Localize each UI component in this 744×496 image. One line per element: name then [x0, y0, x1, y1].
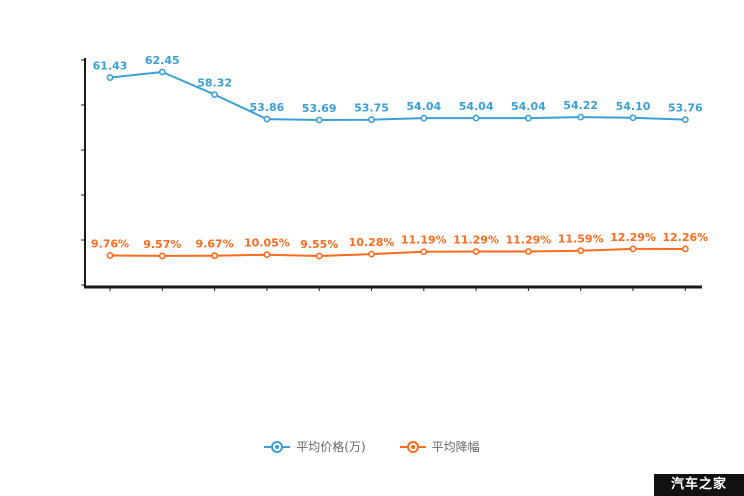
data-label: 61.43	[93, 60, 128, 73]
data-label: 54.22	[563, 99, 598, 112]
legend-label-avg-price: 平均价格(万)	[296, 440, 366, 454]
data-point[interactable]	[629, 245, 637, 253]
chart-legend: 平均价格(万) 平均降幅	[0, 438, 744, 455]
data-label: 9.57%	[143, 238, 181, 251]
data-point[interactable]	[577, 113, 585, 121]
data-point[interactable]	[211, 252, 218, 260]
autohome-watermark-logo: 汽车之家	[654, 474, 744, 496]
legend-item-avg-price[interactable]: 平均价格(万)	[264, 438, 366, 455]
data-point[interactable]	[368, 116, 375, 124]
data-label: 54.04	[511, 100, 546, 113]
data-point[interactable]	[681, 116, 689, 124]
legend-item-avg-discount[interactable]: 平均降幅	[399, 438, 480, 455]
legend-label-avg-discount: 平均降幅	[431, 440, 480, 454]
data-point[interactable]	[106, 252, 114, 259]
data-point[interactable]	[472, 248, 480, 255]
data-point[interactable]	[472, 114, 480, 122]
data-point[interactable]	[420, 248, 428, 256]
series-line-1	[109, 247, 686, 257]
data-label: 53.69	[302, 102, 337, 115]
data-point[interactable]	[158, 252, 166, 260]
data-label: 54.04	[459, 100, 494, 113]
data-label: 58.32	[197, 77, 232, 90]
data-label: 11.29%	[453, 233, 499, 246]
data-label: 11.29%	[505, 233, 551, 246]
data-point[interactable]	[525, 114, 532, 122]
series-line-0	[109, 71, 686, 121]
data-point[interactable]	[106, 74, 114, 81]
data-label: 54.04	[406, 100, 441, 113]
data-label: 9.67%	[196, 238, 234, 251]
data-label: 54.10	[616, 100, 651, 113]
data-label: 11.19%	[401, 234, 447, 247]
data-label: 62.45	[145, 54, 180, 67]
data-point[interactable]	[368, 250, 375, 258]
data-point[interactable]	[315, 116, 323, 124]
avg-discount-line-marker-icon	[399, 440, 426, 453]
data-point[interactable]	[315, 252, 323, 260]
data-label: 12.29%	[610, 231, 656, 244]
data-point[interactable]	[263, 115, 271, 123]
data-point[interactable]	[629, 114, 637, 122]
data-label: 10.05%	[244, 237, 290, 250]
data-label: 11.59%	[558, 233, 604, 246]
data-point[interactable]	[158, 68, 166, 76]
data-point[interactable]	[681, 245, 689, 253]
data-label: 53.76	[668, 102, 703, 115]
data-point[interactable]	[577, 247, 585, 255]
avg-price-line-marker-icon	[264, 440, 291, 453]
data-point[interactable]	[525, 248, 532, 255]
data-point[interactable]	[263, 251, 271, 259]
data-label: 53.75	[354, 102, 389, 115]
data-label: 53.86	[250, 101, 285, 114]
data-label: 9.55%	[300, 238, 338, 251]
data-point[interactable]	[420, 114, 428, 122]
data-label: 10.28%	[349, 236, 395, 249]
data-label: 12.26%	[662, 231, 708, 244]
data-point[interactable]	[211, 91, 218, 99]
data-label: 9.76%	[91, 237, 129, 250]
